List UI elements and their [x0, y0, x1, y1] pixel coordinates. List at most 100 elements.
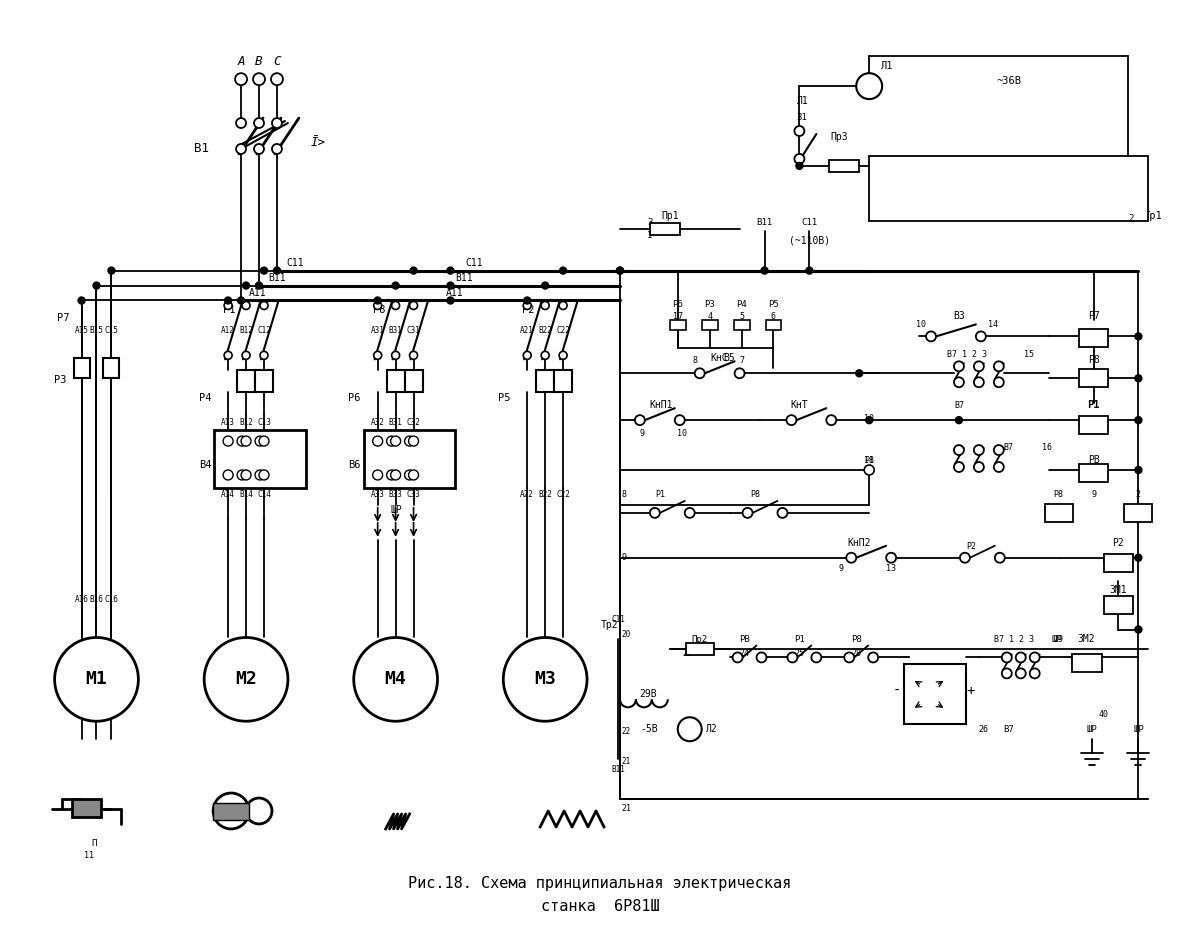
Bar — [364, 431, 456, 488]
Text: ~36В: ~36В — [996, 76, 1021, 86]
Text: B33: B33 — [389, 490, 402, 500]
Text: A14: A14 — [221, 490, 235, 500]
Text: КнП2: КнП2 — [847, 538, 871, 548]
Circle shape — [446, 297, 454, 304]
Circle shape — [236, 118, 246, 128]
Text: Пр2: Пр2 — [691, 635, 708, 644]
Text: A33: A33 — [371, 490, 384, 500]
Text: B31: B31 — [389, 326, 402, 335]
Text: 40: 40 — [1098, 709, 1109, 719]
Circle shape — [954, 361, 964, 372]
Circle shape — [974, 361, 984, 372]
Circle shape — [806, 267, 812, 274]
Circle shape — [238, 297, 245, 304]
Circle shape — [238, 436, 247, 446]
Text: 10: 10 — [677, 429, 686, 438]
Circle shape — [1135, 626, 1142, 633]
Text: -5В: -5В — [641, 724, 658, 734]
Circle shape — [223, 470, 233, 480]
Text: (~110В): (~110В) — [788, 236, 830, 245]
Text: P1: P1 — [655, 490, 665, 500]
Text: P5: P5 — [498, 393, 510, 403]
Circle shape — [271, 73, 283, 85]
Text: Л1: Л1 — [881, 61, 894, 71]
Circle shape — [787, 652, 798, 663]
Circle shape — [1030, 668, 1039, 679]
Circle shape — [864, 465, 874, 475]
Text: M4: M4 — [385, 670, 407, 688]
Text: Р4: Р4 — [737, 300, 746, 309]
Text: 9: 9 — [622, 553, 626, 563]
Circle shape — [541, 301, 550, 310]
Text: станка  6Р81Ш: станка 6Р81Ш — [541, 899, 659, 914]
Circle shape — [236, 144, 246, 154]
Text: P4: P4 — [199, 393, 211, 403]
Text: 25: 25 — [794, 649, 804, 658]
Circle shape — [254, 118, 264, 128]
Circle shape — [974, 462, 984, 472]
Circle shape — [1002, 652, 1012, 663]
Text: Тр2: Тр2 — [601, 620, 619, 630]
Circle shape — [274, 267, 281, 274]
Text: Р6: Р6 — [672, 300, 683, 309]
Circle shape — [523, 301, 532, 310]
Text: 30 (~24В): 30 (~24В) — [923, 168, 976, 178]
Circle shape — [224, 301, 232, 310]
Circle shape — [242, 301, 250, 310]
Circle shape — [235, 73, 247, 85]
Text: C22: C22 — [556, 326, 570, 335]
Text: 21: 21 — [622, 756, 631, 766]
Text: C16: C16 — [104, 595, 119, 604]
Circle shape — [446, 267, 454, 274]
Text: C33: C33 — [407, 490, 420, 500]
Circle shape — [685, 508, 695, 518]
Circle shape — [1135, 374, 1142, 382]
Text: 28: 28 — [851, 649, 862, 658]
Text: P6: P6 — [348, 393, 361, 403]
Text: 21: 21 — [622, 804, 632, 813]
Text: ШР: ШР — [1051, 635, 1062, 644]
Circle shape — [503, 637, 587, 722]
Text: A21: A21 — [521, 326, 534, 335]
Circle shape — [865, 417, 872, 424]
Circle shape — [559, 351, 568, 359]
Circle shape — [259, 470, 269, 480]
Text: ЗМ1: ЗМ1 — [1110, 585, 1127, 594]
Text: Л2: Л2 — [704, 724, 716, 734]
Text: 9: 9 — [640, 429, 644, 438]
Circle shape — [786, 416, 797, 425]
Text: Пр3: Пр3 — [830, 132, 848, 142]
Circle shape — [241, 436, 251, 446]
Text: B7: B7 — [1003, 724, 1014, 734]
Text: 3: 3 — [647, 218, 653, 227]
Text: 13: 13 — [886, 564, 896, 573]
Circle shape — [224, 297, 232, 304]
Bar — [214, 431, 306, 488]
Circle shape — [246, 798, 272, 824]
Text: C: C — [274, 54, 281, 67]
Circle shape — [392, 282, 400, 289]
Text: P8: P8 — [1054, 490, 1063, 500]
Text: ШР: ШР — [1086, 724, 1097, 734]
Text: A16: A16 — [74, 595, 89, 604]
Text: A31: A31 — [371, 326, 384, 335]
Circle shape — [869, 652, 878, 663]
Circle shape — [811, 652, 821, 663]
Circle shape — [734, 368, 744, 378]
Bar — [536, 371, 554, 392]
Circle shape — [410, 267, 418, 274]
Circle shape — [926, 331, 936, 342]
Text: A11: A11 — [445, 287, 463, 298]
Text: C12: C12 — [257, 326, 271, 335]
Bar — [733, 320, 750, 330]
Circle shape — [756, 652, 767, 663]
Circle shape — [954, 462, 964, 472]
Bar — [904, 665, 966, 724]
Text: 16: 16 — [1042, 443, 1051, 451]
Text: B16: B16 — [90, 595, 103, 604]
Circle shape — [259, 436, 269, 446]
Text: ШР: ШР — [391, 505, 402, 515]
Bar — [72, 799, 102, 817]
Bar — [766, 320, 781, 330]
Circle shape — [827, 416, 836, 425]
